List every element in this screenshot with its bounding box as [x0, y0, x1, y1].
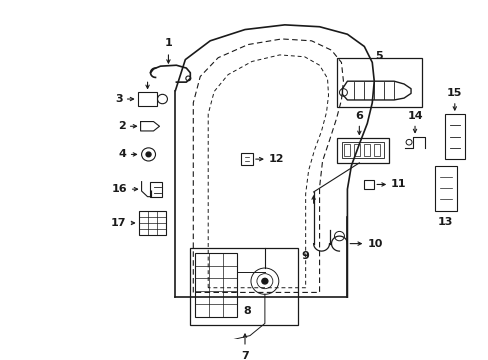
Bar — [434, 166, 456, 211]
Circle shape — [146, 152, 151, 157]
Bar — [149, 182, 162, 197]
Bar — [354, 144, 360, 156]
Bar — [241, 153, 252, 165]
Text: 13: 13 — [437, 217, 452, 227]
Circle shape — [262, 278, 267, 284]
Bar — [137, 93, 157, 105]
Bar — [364, 144, 369, 156]
Text: 12: 12 — [268, 154, 284, 164]
Text: 10: 10 — [366, 239, 382, 249]
Bar — [342, 142, 384, 158]
Bar — [195, 253, 237, 317]
Text: 9: 9 — [301, 251, 309, 261]
Text: 8: 8 — [243, 306, 250, 316]
Bar — [444, 114, 464, 159]
Bar — [364, 180, 373, 189]
Text: 14: 14 — [407, 111, 422, 121]
Text: 7: 7 — [241, 351, 248, 360]
Text: 2: 2 — [118, 121, 125, 131]
Text: 5: 5 — [375, 50, 382, 60]
Text: 4: 4 — [119, 149, 126, 159]
Text: 17: 17 — [111, 218, 126, 228]
Text: 3: 3 — [115, 94, 122, 104]
Text: 15: 15 — [446, 88, 462, 98]
Bar — [337, 139, 388, 163]
Text: 1: 1 — [164, 38, 172, 48]
Bar — [373, 144, 380, 156]
Text: 16: 16 — [112, 184, 127, 194]
Bar — [138, 211, 166, 235]
Bar — [190, 248, 297, 325]
Text: 6: 6 — [355, 111, 363, 121]
Bar — [344, 144, 350, 156]
Bar — [337, 58, 421, 107]
Text: 11: 11 — [390, 180, 406, 189]
